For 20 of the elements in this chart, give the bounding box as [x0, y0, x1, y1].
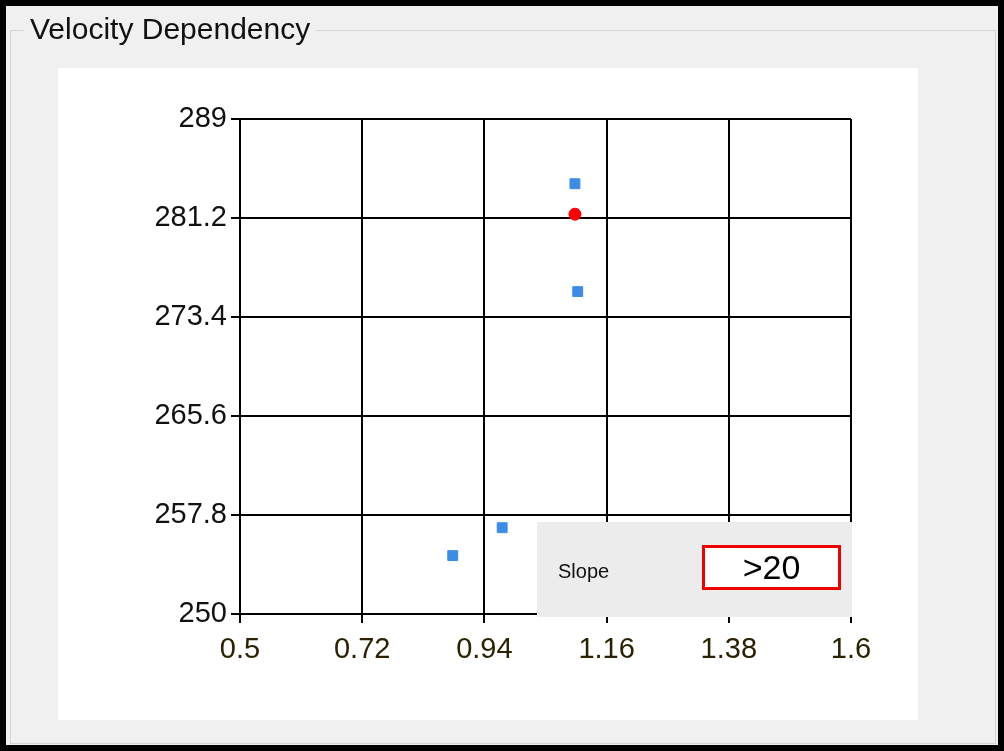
annotation: Slope	[558, 560, 610, 583]
y-tick-label: 281.2	[154, 200, 227, 232]
x-tick-label: 1.6	[830, 632, 872, 665]
point	[572, 286, 584, 298]
y-tick-label: 250	[178, 596, 227, 628]
y-tick-label: 257.8	[154, 497, 227, 529]
y-tick-label: 265.6	[154, 398, 227, 430]
x-tick-label: 0.94	[456, 632, 513, 665]
point	[568, 207, 582, 221]
y-tick-label: 273.4	[154, 299, 227, 331]
x-tick-label: 0.5	[219, 632, 261, 665]
y-tick-label: 289	[178, 101, 227, 133]
x-tick-label: 1.38	[700, 632, 758, 665]
point	[569, 178, 581, 190]
x-tick-label: 1.16	[578, 632, 635, 665]
point	[447, 550, 459, 562]
point	[496, 522, 508, 534]
annotation: >20	[702, 545, 841, 590]
x-tick-label: 0.72	[333, 632, 391, 665]
chart-title: Velocity Dependency	[24, 12, 317, 46]
